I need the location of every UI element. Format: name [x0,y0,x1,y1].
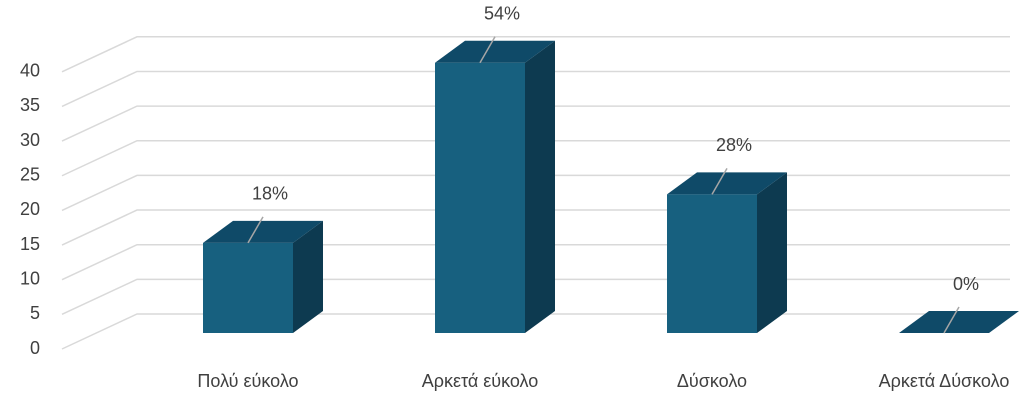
bar-top [667,172,787,195]
x-tick-label: Αρκετά Δύσκολο [879,371,1010,391]
x-tick-label: Αρκετά εύκολο [422,371,539,391]
bar [203,242,293,333]
data-label: 18% [252,184,288,204]
bar-top [203,220,323,243]
y-tick-label: 5 [30,303,40,323]
leader-line [943,306,960,334]
leader-line [479,36,496,64]
grid-line [61,36,1010,73]
y-tick-label: 30 [20,130,40,150]
y-tick-label: 25 [20,165,40,185]
grid-line [61,105,1010,142]
x-tick-label: Δύσκολο [677,371,747,391]
bar-top [899,311,1019,333]
bar [667,194,757,333]
x-tick-label: Πολύ εύκολο [197,371,298,391]
grid-line [61,70,1010,108]
y-tick-label: 20 [20,199,40,219]
y-tick-label: 40 [20,61,40,81]
bar [435,62,525,333]
y-tick-label: 10 [20,268,40,288]
bar-top [435,40,555,63]
bar-side [757,172,787,333]
leader-line [711,168,728,195]
data-label: 54% [484,3,520,23]
grid-line [61,140,1010,177]
y-tick-label: 15 [20,234,40,254]
bar-side [293,220,323,333]
y-tick-label: 35 [20,95,40,115]
leader-line [247,216,264,244]
bar-side [525,40,555,333]
data-label: 0% [953,274,979,294]
data-label: 28% [716,135,752,155]
y-tick-label: 0 [30,338,40,358]
